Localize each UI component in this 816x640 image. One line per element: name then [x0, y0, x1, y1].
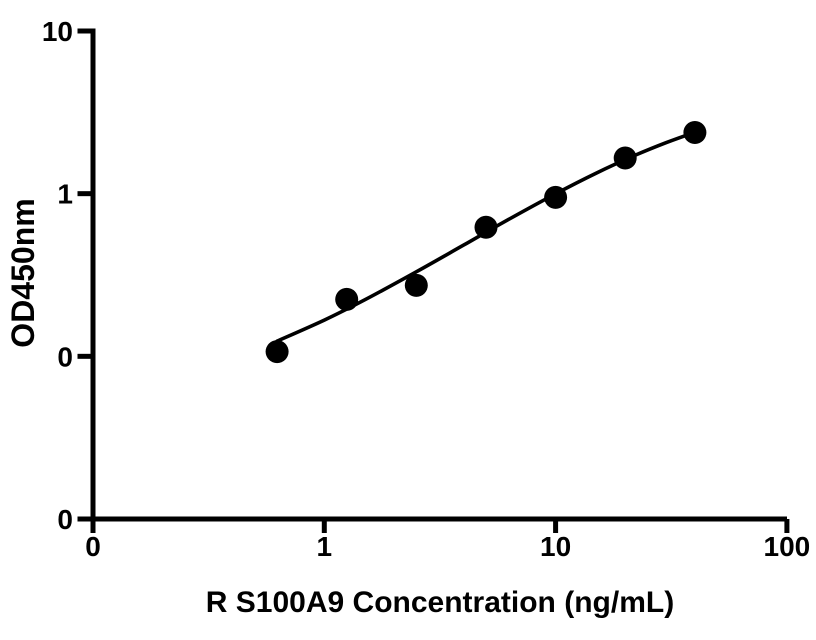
data-point — [335, 287, 359, 311]
data-point — [683, 121, 707, 144]
y-axis-title: OD450nm — [5, 198, 41, 347]
x-tick-label: 10 — [540, 531, 571, 562]
y-tick-label: 10 — [42, 16, 73, 47]
y-tick-label: 1 — [57, 179, 73, 210]
axis-spines — [90, 28, 787, 522]
x-tick-label: 1 — [317, 531, 333, 562]
y-tick-label: 0 — [57, 341, 73, 372]
x-tick-label: 100 — [764, 531, 811, 562]
x-tick-label: 0 — [85, 531, 101, 562]
data-point — [544, 185, 568, 209]
x-axis-title: R S100A9 Concentration (ng/mL) — [206, 586, 674, 619]
data-point — [265, 340, 289, 364]
y-tick-label: 0 — [57, 504, 73, 535]
data-point — [474, 215, 498, 239]
data-point — [613, 146, 637, 170]
data-point — [404, 273, 428, 297]
